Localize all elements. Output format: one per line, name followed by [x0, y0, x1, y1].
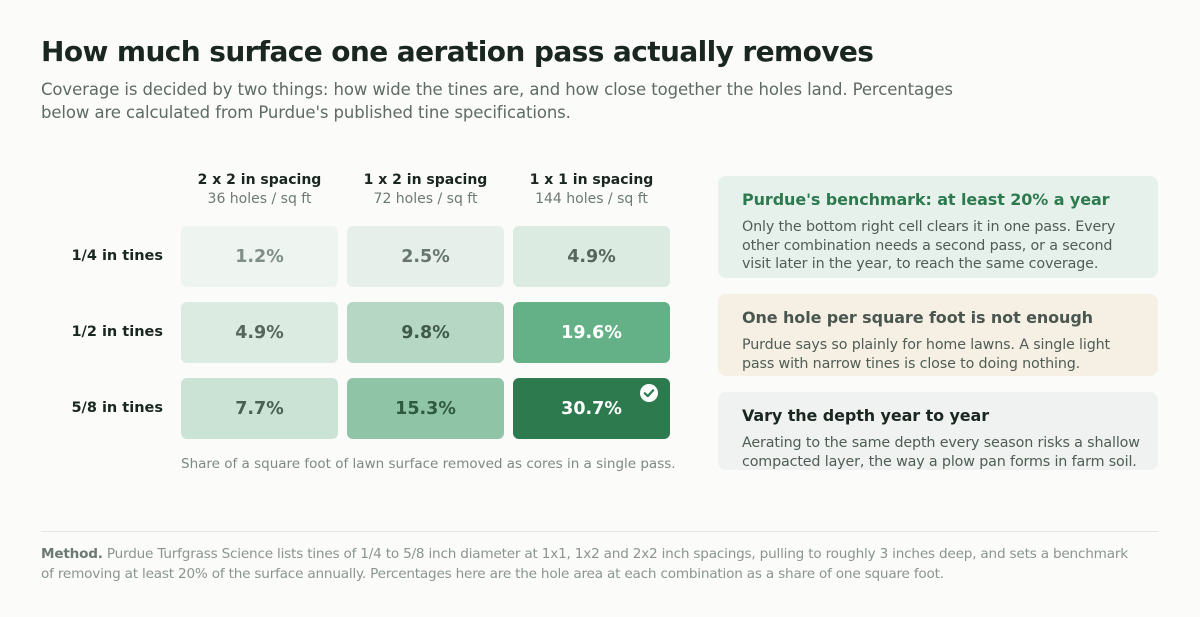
heatmap-cell: 4.9%: [181, 302, 338, 363]
heatmap-cell: 19.6%: [513, 302, 670, 363]
cell-value-label: 30.7%: [561, 398, 622, 419]
cell-value-label: 4.9%: [567, 246, 616, 267]
benchmark-card: Purdue's benchmark: at least 20% a year …: [718, 176, 1158, 278]
cell-value-label: 15.3%: [395, 398, 456, 419]
cell-value-label: 9.8%: [401, 322, 450, 343]
method-note: Method. Purdue Turfgrass Science lists t…: [41, 544, 1141, 584]
heatmap-cell: 30.7%: [513, 378, 670, 439]
hole-density-card-title: One hole per square foot is not enough: [742, 308, 1093, 327]
column-header-density: 36 holes / sq ft: [207, 191, 312, 207]
hole-density-card: One hole per square foot is not enough P…: [718, 294, 1158, 376]
depth-card-title: Vary the depth year to year: [742, 406, 990, 425]
column-header-label: 1 x 2 in spacing: [363, 172, 488, 188]
row-header: 1/2 in tines: [71, 324, 163, 340]
method-label: Method.: [41, 546, 103, 562]
column-header-density: 144 holes / sq ft: [535, 191, 648, 207]
column-header-label: 1 x 1 in spacing: [529, 172, 654, 188]
method-text: Purdue Turfgrass Science lists tines of …: [41, 546, 1128, 582]
row-header: 5/8 in tines: [71, 400, 163, 416]
coverage-heatmap: 2 x 2 in spacing 36 holes / sq ft 1 x 2 in…: [0, 0, 700, 480]
benchmark-card-body: Only the bottom right cell clears it in …: [742, 219, 1116, 272]
page-title: How much surface one aeration pass actua…: [41, 35, 874, 68]
column-header: 2 x 2 in spacing 36 holes / sq ft: [181, 171, 338, 209]
cell-value-label: 4.9%: [235, 322, 284, 343]
column-header: 1 x 1 in spacing 144 holes / sq ft: [513, 171, 670, 209]
row-header: 1/4 in tines: [71, 248, 163, 264]
heatmap-cell: 4.9%: [513, 226, 670, 287]
depth-card: Vary the depth year to year Aerating to …: [718, 392, 1158, 470]
column-header-label: 2 x 2 in spacing: [197, 172, 322, 188]
cell-value-label: 1.2%: [235, 246, 284, 267]
cell-value-label: 7.7%: [235, 398, 284, 419]
heatmap-cell: 7.7%: [181, 378, 338, 439]
column-header: 1 x 2 in spacing 72 holes / sq ft: [347, 171, 504, 209]
cell-value-label: 19.6%: [561, 322, 622, 343]
heatmap-cell: 1.2%: [181, 226, 338, 287]
cell-value-label: 2.5%: [401, 246, 450, 267]
depth-card-body: Aerating to the same depth every season …: [742, 435, 1140, 470]
benchmark-card-title: Purdue's benchmark: at least 20% a year: [742, 190, 1110, 209]
hole-density-card-body: Purdue says so plainly for home lawns. A…: [742, 337, 1110, 372]
footer-divider: [41, 531, 1158, 532]
column-header-density: 72 holes / sq ft: [373, 191, 478, 207]
chart-caption: Share of a square foot of lawn surface r…: [181, 456, 676, 472]
page-subtitle: Coverage is decided by two things: how w…: [41, 80, 953, 122]
heatmap-cell: 9.8%: [347, 302, 504, 363]
heatmap-cell: 2.5%: [347, 226, 504, 287]
check-circle-icon: [640, 384, 658, 402]
heatmap-cell: 15.3%: [347, 378, 504, 439]
